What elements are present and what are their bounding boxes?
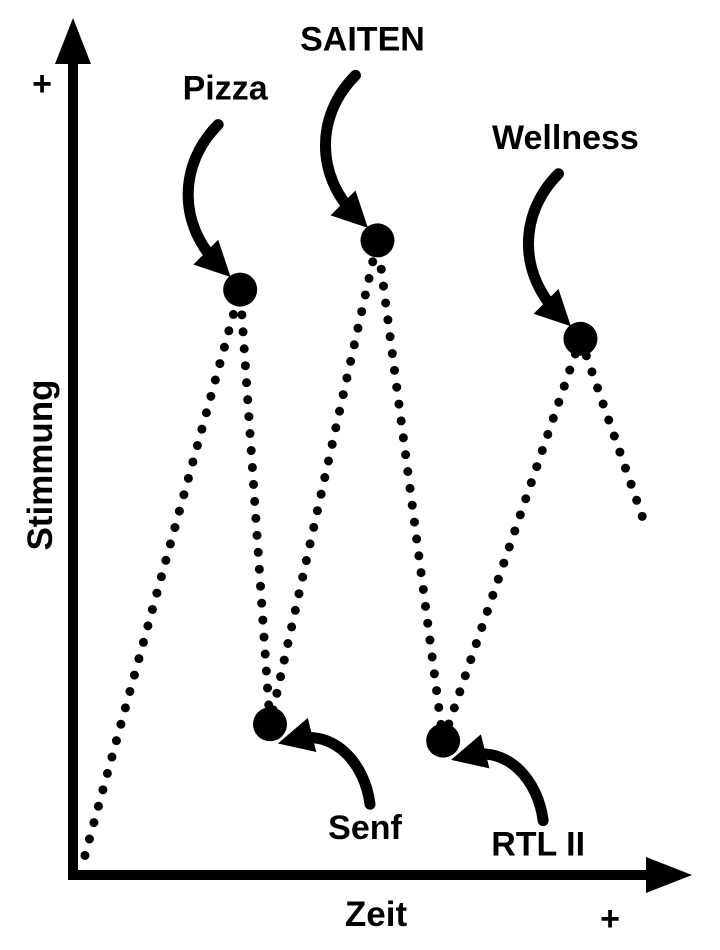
annotation-label: Senf (328, 809, 402, 847)
annotation-label: Pizza (183, 70, 269, 108)
annotation-arrow (182, 119, 231, 278)
y-axis-plus-label: + (32, 65, 52, 103)
data-point (426, 723, 461, 758)
annotation-label: Wellness (492, 119, 639, 157)
data-point (253, 707, 288, 742)
annotation-arrow (522, 168, 571, 327)
annotation-label: RTL II (491, 826, 585, 864)
annotation-arrow (319, 69, 368, 228)
x-axis-arrowhead (646, 857, 692, 893)
series-layer (80, 239, 651, 860)
annotation-layer: Pizza Senf SAITEN RTL II Wellness (183, 20, 639, 863)
data-point (223, 272, 258, 307)
data-point (563, 321, 598, 356)
annotation-arrow (277, 717, 376, 810)
annotation-label: SAITEN (300, 20, 425, 58)
annotation-arrow (451, 734, 549, 827)
y-axis-arrowhead (55, 18, 91, 64)
series-line (80, 239, 651, 860)
x-axis-label: Zeit (345, 895, 408, 934)
x-axis-plus-label: + (600, 900, 620, 938)
y-axis-label: Stimmung (21, 379, 60, 550)
data-point (360, 223, 395, 258)
